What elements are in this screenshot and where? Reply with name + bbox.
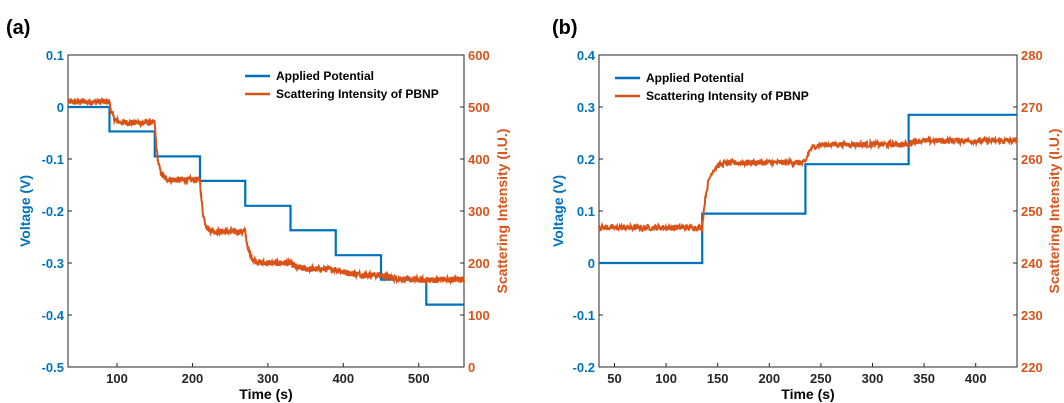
y-right-tick-label: 300 <box>468 204 490 219</box>
y-right-tick-label: 240 <box>1021 256 1043 271</box>
series-lines-b <box>598 113 1018 265</box>
series-line-applied-potential <box>599 113 1017 265</box>
legend-label-potential-a: Applied Potential <box>276 69 374 83</box>
y-left-tick-label: 0.4 <box>577 48 596 63</box>
x-tick-label: 400 <box>332 371 354 386</box>
series-line-scattering-intensity <box>67 96 465 286</box>
x-tick-label: 150 <box>707 371 729 386</box>
x-tick-label: 200 <box>758 371 780 386</box>
panel-label-a: (a) <box>6 17 30 39</box>
legend-b: Applied Potential Scattering Intensity o… <box>615 71 809 103</box>
y-right-tick-label: 0 <box>468 360 475 375</box>
y-right-tick-label: 600 <box>468 48 490 63</box>
y-right-tick-label: 200 <box>468 256 490 271</box>
y-left-tick-label: -0.2 <box>573 360 595 375</box>
x-tick-label: 300 <box>862 371 884 386</box>
plot-area-b <box>598 54 1018 368</box>
x-tick-label: 100 <box>106 371 128 386</box>
y-right-tick-label: 270 <box>1021 100 1043 115</box>
x-ticks-a: 100 200 300 400 500 <box>106 363 430 386</box>
y-right-axis-title-b: Scattering Intensity (I.U.) <box>1046 129 1062 294</box>
x-axis-title-a: Time (s) <box>239 386 292 402</box>
y-right-tick-label: 260 <box>1021 152 1043 167</box>
chart-b: (b) 50 100 150 200 250 300 350 400 -0.2 -0.1 0 0.1… <box>550 17 1062 402</box>
y-left-tick-label: 0 <box>57 100 64 115</box>
y-right-tick-label: 400 <box>468 152 490 167</box>
y-left-tick-label: 0 <box>588 256 595 271</box>
legend-label-scattering-b: Scattering Intensity of PBNP <box>646 89 809 103</box>
x-tick-label: 250 <box>810 371 832 386</box>
series-line-scattering-intensity <box>598 134 1018 234</box>
y-right-tick-label: 250 <box>1021 204 1043 219</box>
x-tick-label: 50 <box>607 371 621 386</box>
y-right-tick-label: 280 <box>1021 48 1043 63</box>
x-tick-label: 350 <box>913 371 935 386</box>
y-left-axis-title-b: Voltage (V) <box>550 175 566 247</box>
plot-area-a <box>67 54 465 368</box>
y-left-tick-label: -0.2 <box>42 204 64 219</box>
chart-a: (a) 100 200 300 400 500 -0.5 -0.4 -0.3 -0.2 -0.1… <box>6 17 510 402</box>
legend-label-scattering-a: Scattering Intensity of PBNP <box>276 87 439 101</box>
legend-a: Applied Potential Scattering Intensity o… <box>245 69 439 101</box>
y-right-tick-label: 230 <box>1021 308 1043 323</box>
y-right-tick-label: 220 <box>1021 360 1043 375</box>
x-tick-label: 300 <box>257 371 279 386</box>
x-tick-label: 200 <box>182 371 204 386</box>
panel-label-b: (b) <box>552 17 578 39</box>
x-axis-title-b: Time (s) <box>781 386 834 402</box>
y-left-tick-label: -0.3 <box>42 256 64 271</box>
y-right-tick-label: 500 <box>468 100 490 115</box>
y-right-ticks-a: 0 100 200 300 400 500 600 <box>460 48 490 375</box>
y-right-ticks-b: 220 230 240 250 260 270 280 <box>1013 48 1043 375</box>
x-tick-label: 400 <box>965 371 987 386</box>
x-tick-label: 500 <box>408 371 430 386</box>
y-left-tick-label: -0.5 <box>42 360 64 375</box>
y-left-ticks-b: -0.2 -0.1 0 0.1 0.2 0.3 0.4 <box>573 48 603 375</box>
x-tick-label: 100 <box>655 371 677 386</box>
y-left-tick-label: -0.1 <box>42 152 64 167</box>
y-left-tick-label: 0.2 <box>577 152 595 167</box>
legend-label-potential-b: Applied Potential <box>646 71 744 85</box>
y-left-tick-label: 0.1 <box>46 48 64 63</box>
x-ticks-b: 50 100 150 200 250 300 350 400 <box>607 363 987 386</box>
y-left-axis-title-a: Voltage (V) <box>17 175 33 247</box>
y-left-tick-label: -0.4 <box>42 308 65 323</box>
y-left-tick-label: 0.1 <box>577 204 595 219</box>
y-left-ticks-a: -0.5 -0.4 -0.3 -0.2 -0.1 0 0.1 <box>42 48 72 375</box>
series-line-applied-potential <box>68 105 464 306</box>
y-left-tick-label: 0.3 <box>577 100 595 115</box>
y-right-axis-title-a: Scattering Intensity (I.U.) <box>494 129 510 294</box>
series-lines-a <box>67 96 465 306</box>
y-left-tick-label: -0.1 <box>573 308 595 323</box>
y-right-tick-label: 100 <box>468 308 490 323</box>
